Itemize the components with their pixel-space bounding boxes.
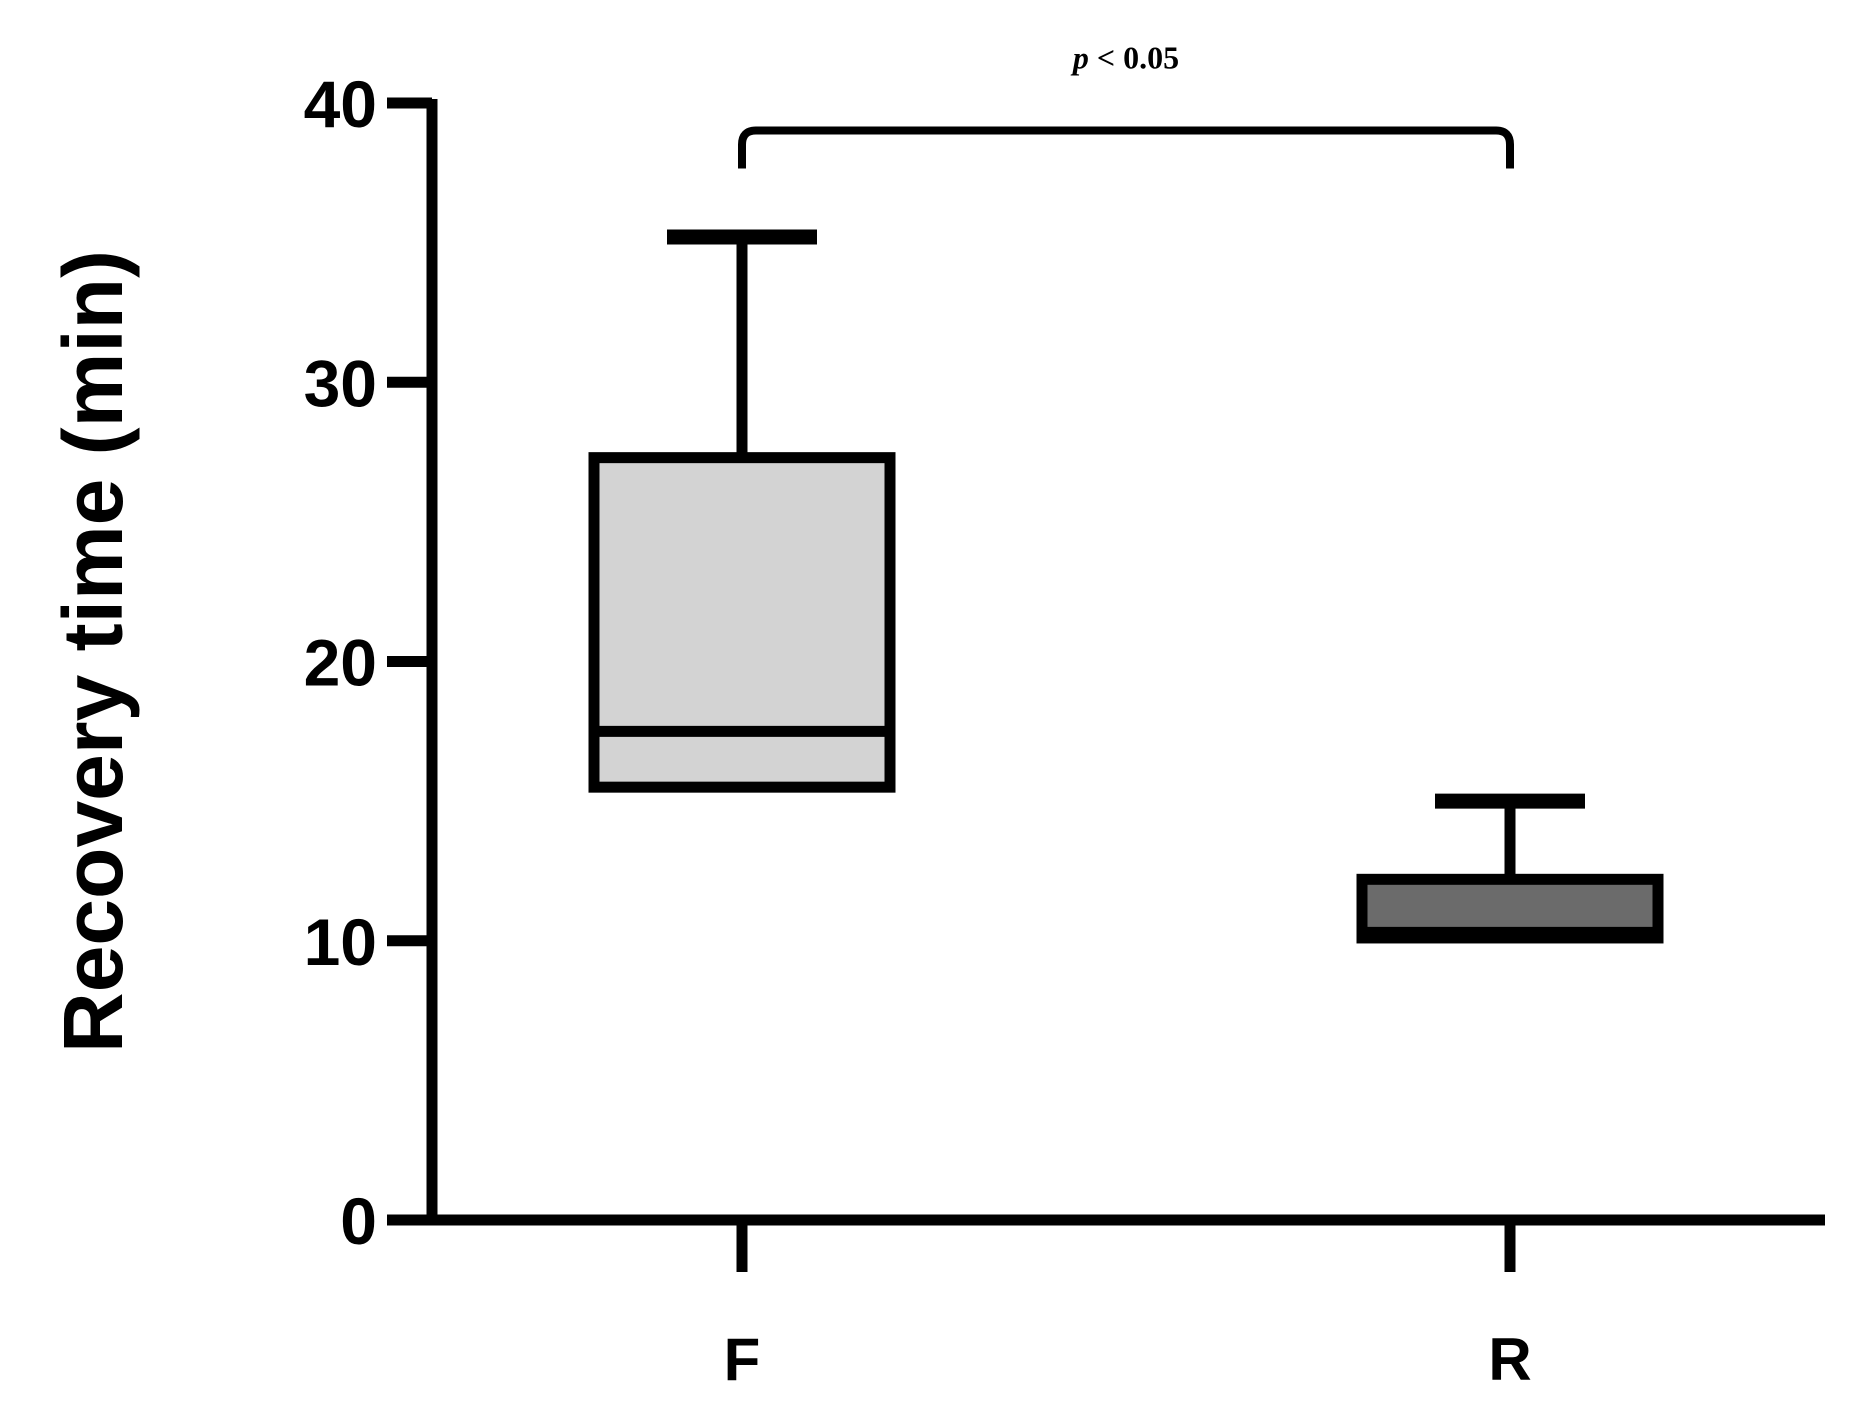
- p-threshold: < 0.05: [1089, 40, 1179, 76]
- y-tick-label: 10: [304, 905, 377, 979]
- p-symbol: p: [1070, 40, 1089, 76]
- y-tick-label: 30: [304, 346, 377, 420]
- y-tick-label: 20: [304, 626, 377, 700]
- significance-bracket: [738, 126, 1514, 169]
- box-iqr: [588, 452, 896, 793]
- y-tick-label: 40: [304, 67, 377, 141]
- y-axis-title: Recovery time (min): [46, 250, 140, 1053]
- y-tick-label: 0: [340, 1184, 377, 1258]
- significance-label: p < 0.05: [1070, 40, 1179, 76]
- x-tick-label: F: [724, 1326, 761, 1393]
- x-tick-label: R: [1488, 1326, 1531, 1393]
